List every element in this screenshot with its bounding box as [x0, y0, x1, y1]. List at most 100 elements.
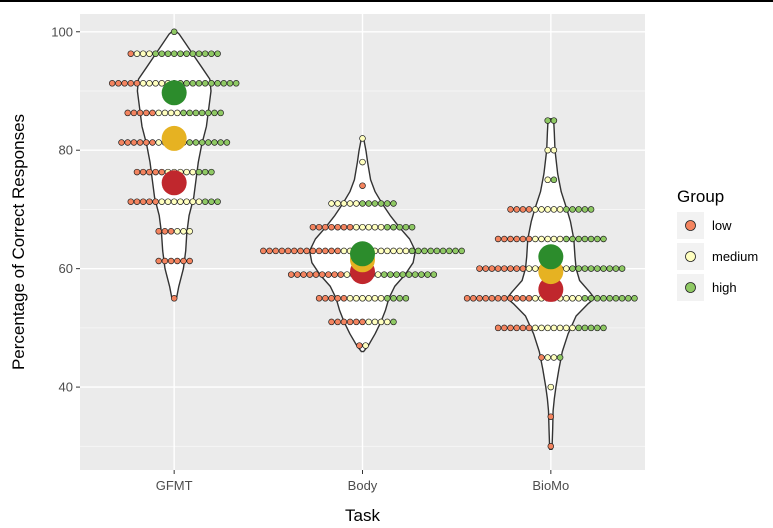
data-point-high: [575, 265, 582, 272]
data-point-high: [396, 295, 403, 302]
data-point-medium: [550, 206, 558, 213]
data-point-high: [581, 265, 589, 272]
data-point-high: [214, 80, 221, 87]
legend-swatch-medium: [685, 251, 696, 262]
data-point-low: [133, 198, 141, 205]
data-point-low: [186, 257, 193, 265]
data-point-low: [315, 223, 323, 231]
data-point-high: [201, 50, 209, 57]
data-point-high: [384, 223, 391, 231]
data-point-medium: [390, 247, 397, 255]
data-point-high: [458, 247, 465, 255]
data-point-low: [494, 265, 502, 272]
data-point-medium: [133, 50, 141, 57]
data-point-medium: [195, 198, 203, 205]
data-point-high: [371, 200, 379, 207]
data-point-medium: [374, 271, 382, 278]
data-point-low: [146, 168, 153, 176]
data-point-high: [587, 235, 595, 243]
data-point-high: [205, 139, 212, 146]
data-point-low: [121, 80, 128, 87]
data-point-medium: [189, 198, 197, 205]
data-point-medium: [556, 324, 564, 332]
data-point-high: [195, 50, 203, 57]
data-point-medium: [377, 247, 385, 255]
data-point-high: [631, 295, 638, 302]
data-point-medium: [563, 265, 570, 272]
data-point-high: [618, 265, 626, 272]
data-point-high: [581, 206, 589, 213]
data-point-high: [208, 168, 215, 176]
data-point-medium: [189, 168, 197, 176]
data-point-medium: [544, 354, 551, 361]
data-point-medium: [544, 324, 551, 332]
data-point-high: [170, 28, 178, 36]
y-tick-label: 100: [51, 24, 73, 39]
data-point-low: [346, 318, 354, 326]
data-point-high: [424, 271, 431, 278]
data-point-medium: [146, 80, 153, 87]
data-point-high: [180, 109, 187, 117]
data-point-high: [581, 324, 589, 332]
data-point-high: [430, 271, 438, 278]
data-point-high: [214, 198, 221, 205]
data-point-high: [612, 295, 620, 302]
data-point-high: [217, 139, 224, 146]
data-point-low: [525, 295, 533, 302]
data-point-high: [600, 324, 607, 332]
data-point-high: [556, 354, 564, 361]
data-point-medium: [563, 295, 570, 302]
data-point-low: [519, 295, 527, 302]
data-point-medium: [550, 354, 558, 361]
data-point-high: [192, 109, 200, 117]
data-point-medium: [346, 200, 354, 207]
data-point-high: [192, 139, 200, 146]
data-point-medium: [139, 50, 147, 57]
mean-marker-high: [350, 241, 375, 267]
data-point-high: [405, 271, 413, 278]
data-point-high: [594, 324, 601, 332]
legend: Group low medium high: [677, 187, 758, 301]
data-point-high: [587, 324, 595, 332]
data-point-low: [476, 265, 483, 272]
data-point-low: [519, 235, 527, 243]
data-point-high: [377, 200, 385, 207]
data-point-high: [186, 139, 193, 146]
data-point-low: [507, 206, 514, 213]
mean-marker-low: [161, 170, 187, 196]
data-point-low: [170, 295, 178, 302]
data-point-high: [208, 198, 215, 205]
data-point-medium: [377, 318, 385, 326]
mean-marker-low: [538, 276, 564, 302]
data-point-high: [359, 200, 366, 207]
data-point-low: [513, 206, 520, 213]
data-point-low: [334, 223, 341, 231]
data-point-medium: [170, 198, 178, 205]
group-means: [161, 80, 564, 302]
data-point-low: [353, 318, 360, 326]
data-point-low: [507, 324, 514, 332]
data-point-low: [136, 139, 144, 146]
data-point-high: [606, 265, 613, 272]
data-point-medium: [328, 200, 335, 207]
data-point-low: [315, 247, 323, 255]
data-point-medium: [155, 109, 162, 117]
data-point-low: [155, 228, 162, 235]
data-point-high: [201, 198, 209, 205]
legend-swatch-low: [685, 220, 696, 231]
data-point-low: [108, 80, 116, 87]
data-point-high: [220, 80, 228, 87]
data-point-low: [146, 198, 153, 205]
data-point-high: [569, 206, 576, 213]
data-point-high: [208, 50, 215, 57]
data-point-low: [180, 257, 187, 265]
data-point-high: [421, 247, 428, 255]
data-point-high: [226, 80, 234, 87]
data-point-low: [309, 223, 317, 231]
data-point-low: [337, 271, 345, 278]
data-point-high: [384, 295, 391, 302]
data-point-low: [155, 257, 162, 265]
data-point-high: [600, 295, 607, 302]
x-tick-label-body: Body: [348, 478, 378, 493]
